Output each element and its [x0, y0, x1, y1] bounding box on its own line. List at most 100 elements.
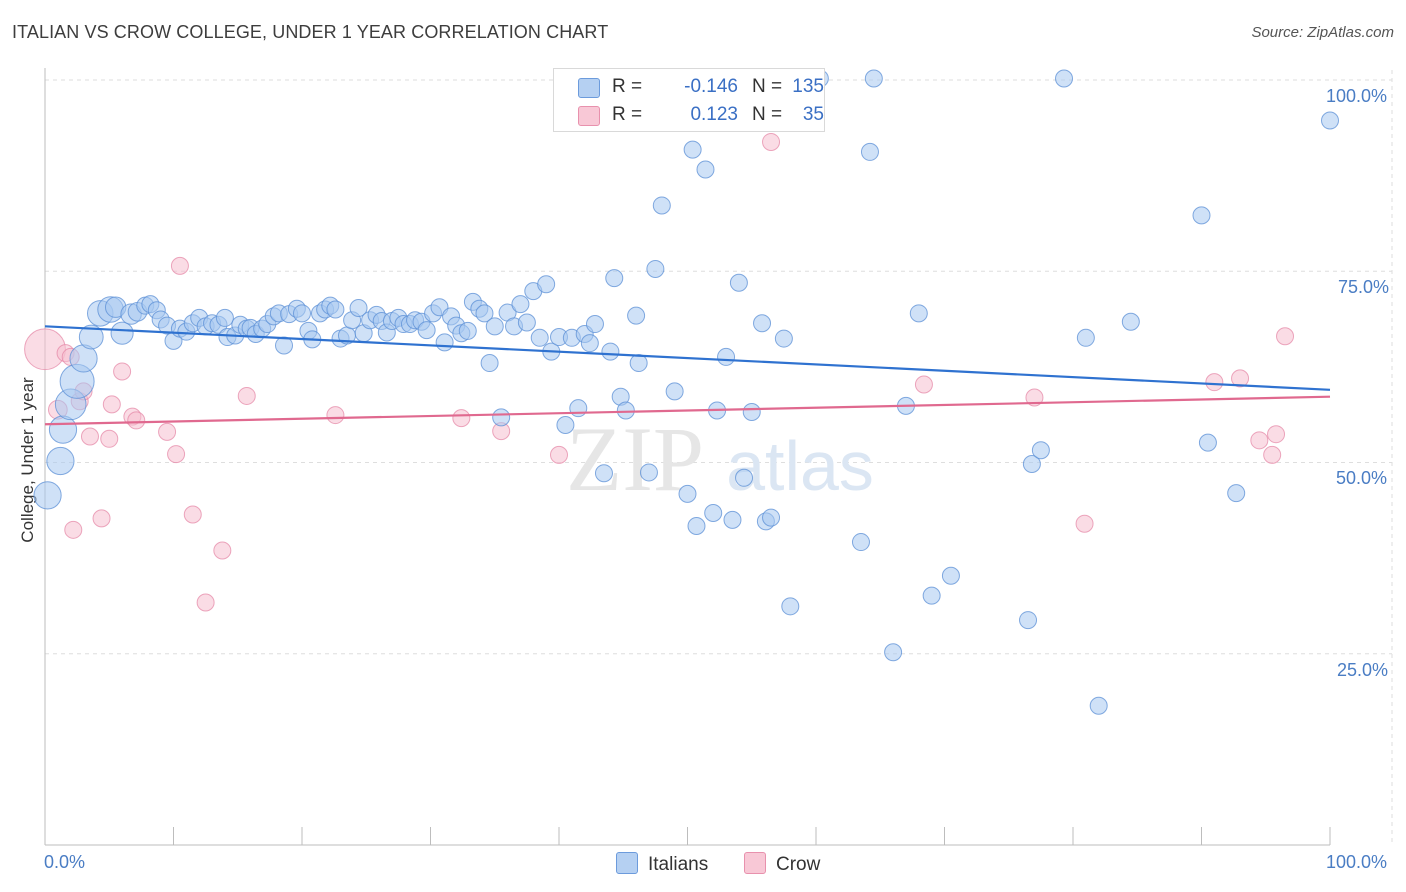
italians-point: [46, 446, 75, 476]
italians-point: [417, 321, 436, 340]
bottom-legend-crow: Crow: [744, 852, 820, 876]
italians-point: [646, 259, 665, 278]
y-tick-label: 50.0%: [1336, 468, 1388, 488]
crow-point: [64, 520, 83, 539]
y-tick-label: 100.0%: [1326, 86, 1388, 106]
italians-point: [293, 304, 311, 323]
italians-point: [629, 354, 648, 373]
italians-point: [585, 315, 604, 334]
italians-point: [909, 304, 928, 323]
italians-point: [696, 160, 715, 179]
legend-n-value-italians: 135: [792, 76, 824, 97]
crow-point: [914, 375, 933, 394]
crow-point: [183, 505, 202, 524]
italians-point: [851, 533, 870, 552]
italians-point: [1022, 455, 1041, 474]
italians-point: [922, 586, 941, 605]
legend-n-label: N =: [752, 76, 783, 97]
crow-point: [326, 406, 345, 425]
italians-point: [665, 382, 684, 401]
italians-point: [1031, 441, 1050, 460]
legend-r-label: R =: [612, 76, 643, 97]
bottom-legend-italians: Italians: [616, 852, 708, 876]
italians-point: [639, 463, 658, 482]
italians-point: [594, 464, 613, 483]
x-tick-label-end: 100.0%: [1326, 852, 1388, 872]
italians-point: [729, 273, 748, 292]
axes: [44, 68, 1331, 846]
italians-point: [762, 508, 781, 527]
italians-point: [530, 328, 549, 347]
italians-point: [1055, 69, 1074, 88]
crow-point: [1276, 327, 1295, 346]
italians-point: [435, 333, 454, 352]
italians-point: [1019, 611, 1038, 630]
italians-point: [781, 597, 800, 616]
crow-point: [1231, 369, 1250, 388]
legend-r-value-crow: 0.123: [690, 104, 738, 125]
legend-swatch-italians: [578, 78, 600, 98]
italians-point: [864, 69, 883, 88]
italians-point: [326, 300, 345, 319]
italians-point: [742, 403, 761, 422]
crow-point: [170, 256, 189, 275]
crow-point: [113, 362, 132, 381]
bottom-legend-label-italians: Italians: [648, 854, 709, 875]
bottom-legend-swatch-crow: [744, 852, 766, 874]
crow-point: [452, 409, 471, 428]
source-label: Source: ZipAtlas.com: [1251, 24, 1394, 41]
italians-point: [678, 484, 697, 503]
italians-point: [349, 298, 368, 317]
crow-trend-line: [44, 395, 1331, 426]
bottom-legend-label-crow: Crow: [776, 854, 821, 875]
crow-point: [127, 411, 146, 430]
crow-points: [24, 132, 1295, 612]
italians-points: [33, 69, 1339, 715]
legend-n-label: N =: [752, 104, 783, 125]
italians-point: [458, 321, 477, 340]
italians-point: [1198, 433, 1217, 452]
watermark-atlas: atlas: [726, 427, 874, 505]
crow-point: [92, 509, 111, 528]
crow-point: [762, 132, 781, 151]
italians-point: [774, 329, 793, 348]
italians-point: [556, 416, 575, 435]
italians-point: [601, 342, 620, 361]
italians-point: [1121, 312, 1140, 331]
italians-point: [753, 314, 772, 333]
crow-point: [237, 386, 256, 405]
italians-point: [480, 354, 499, 373]
italians-point: [110, 321, 134, 345]
crow-point: [1263, 445, 1282, 464]
crow-point: [1250, 431, 1269, 450]
italians-point: [1192, 206, 1211, 225]
italians-point: [683, 140, 702, 159]
italians-point: [687, 516, 706, 535]
italians-point: [537, 275, 556, 294]
crow-point: [550, 445, 568, 464]
crow-point: [1205, 373, 1224, 392]
italians-point: [517, 313, 536, 332]
crow-point: [102, 395, 121, 414]
italians-point: [1089, 696, 1108, 715]
italians-point: [1227, 484, 1246, 503]
italians-point: [704, 503, 723, 522]
italians-point: [485, 317, 504, 336]
italians-point: [723, 510, 742, 529]
gridlines: [45, 70, 1393, 845]
italians-point: [475, 304, 494, 323]
crow-point: [158, 422, 177, 441]
italians-point: [627, 306, 646, 325]
crow-point: [1267, 425, 1286, 444]
italians-point: [860, 142, 879, 161]
italians-point: [275, 336, 294, 355]
bottom-legend-swatch-italians: [616, 852, 638, 874]
italians-point: [605, 269, 624, 288]
crow-point: [213, 541, 232, 560]
y-tick-label: 75.0%: [1338, 277, 1390, 297]
italians-point: [1076, 328, 1095, 347]
italians-point: [884, 643, 903, 662]
legend-r-value-italians: -0.146: [684, 76, 738, 97]
legend-n-value-crow: 35: [802, 104, 824, 125]
crow-point: [1075, 514, 1094, 533]
